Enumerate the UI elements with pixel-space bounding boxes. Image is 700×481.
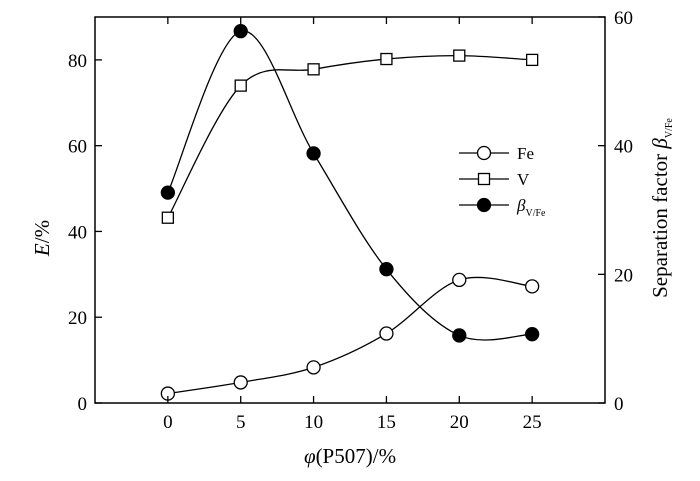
x-tick-label: 5 [236,412,246,433]
data-point [234,79,247,92]
y-left-tick-label: 60 [68,137,87,158]
legend: Fe VβV/Fe [459,144,546,219]
x-tick-label: 15 [377,412,396,433]
legend-item: βV/Fe [459,196,546,219]
series-line [167,30,533,341]
data-point [306,360,321,375]
y-right-tick-label: 60 [614,8,633,29]
y-left-tick-label: 20 [68,308,87,329]
data-point [307,63,320,76]
y-axis-right-title: Separation factor βV/Fe [648,118,675,298]
legend-marker [476,145,492,161]
data-point [524,279,540,294]
y-right-tick-label: 40 [614,137,633,158]
series-fe [160,272,540,401]
x-axis-title: φ(P507)/% [304,444,396,468]
plot-border [94,16,606,404]
data-point [379,326,394,341]
legend-label: βV/Fe [516,196,546,219]
series-line [167,54,533,219]
series-layer [160,24,540,401]
series-line [167,276,533,395]
legend-item: Fe [459,144,534,163]
data-point [380,52,393,66]
data-point [161,211,175,224]
x-tick-label: 0 [163,412,173,433]
legend-label: V [517,170,530,189]
y-left-tick-label: 40 [68,222,87,243]
data-point [160,185,176,200]
data-point [233,24,248,39]
series-v [161,49,539,224]
y-left-tick-label: 0 [78,394,88,415]
y-right-tick-label: 20 [614,265,633,286]
x-tick-label: 25 [523,412,542,433]
data-point [233,375,248,390]
data-point [525,53,539,67]
data-point [453,49,466,62]
legend-marker [477,172,491,186]
data-point [306,146,321,161]
x-tick-label: 10 [304,412,323,433]
y-right-tick-label: 0 [614,394,624,415]
legend-label: Fe [517,144,534,163]
y-axis-left-title: E/% [30,220,54,257]
data-point [452,272,467,288]
series-beta-v-fe [160,24,540,343]
ticks-layer: 0 5 10 15 20 25 0 20 40 60 80 0 20 40 60 [68,8,633,433]
data-point [524,327,540,342]
y-left-tick-label: 80 [68,51,87,72]
legend-marker [476,197,492,213]
legend-item: V [459,170,530,189]
x-tick-label: 20 [450,412,469,433]
data-point [379,262,394,277]
plot-area [94,16,606,404]
data-point [452,328,467,343]
